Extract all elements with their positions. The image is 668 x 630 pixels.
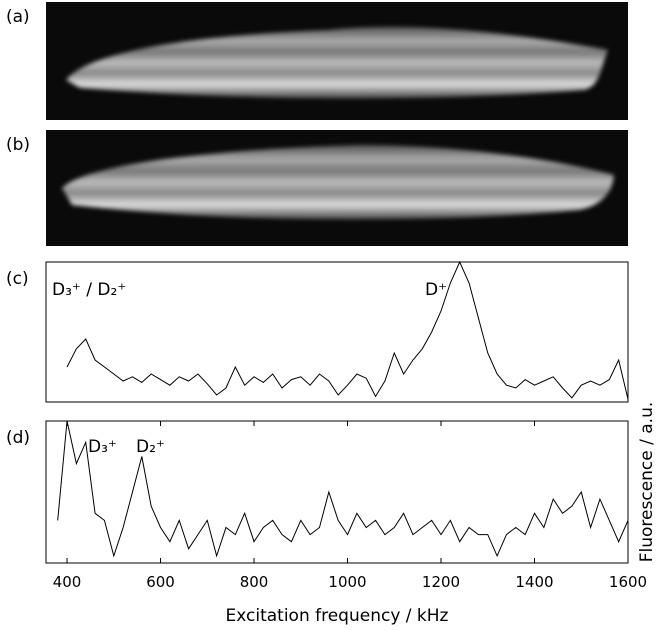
panel-label: (d) bbox=[6, 428, 30, 448]
x-tick-label: 1200 bbox=[422, 573, 460, 591]
x-axis-label: Excitation frequency / kHz bbox=[226, 606, 449, 626]
x-tick-label: 400 bbox=[53, 573, 82, 591]
image-a: (a) bbox=[6, 2, 628, 120]
panel-label: (a) bbox=[6, 7, 30, 27]
spectrum-line bbox=[57, 420, 629, 558]
x-tick-label: 1400 bbox=[515, 573, 553, 591]
x-tick-label: 800 bbox=[240, 573, 269, 591]
peak-annotation: D₃⁺ / D₂⁺ bbox=[52, 280, 126, 300]
y-axis-label: Fluorescence / a.u. bbox=[637, 402, 657, 563]
spectrum-line bbox=[66, 260, 629, 400]
panel-label: (c) bbox=[6, 269, 29, 289]
peak-annotation: D₃⁺ bbox=[88, 437, 117, 457]
x-tick-label: 1600 bbox=[609, 573, 647, 591]
x-tick-label: 1000 bbox=[328, 573, 366, 591]
image-b: (b) bbox=[6, 130, 628, 246]
x-tick-label: 600 bbox=[146, 573, 175, 591]
ion-crystal bbox=[62, 145, 614, 220]
peak-annotation: D₂⁺ bbox=[136, 437, 165, 457]
plot-frame bbox=[45, 420, 629, 564]
plot-frame bbox=[45, 261, 629, 403]
peak-annotation: D⁺ bbox=[425, 280, 447, 300]
panel-label: (b) bbox=[6, 135, 30, 155]
ion-crystal bbox=[66, 26, 608, 99]
